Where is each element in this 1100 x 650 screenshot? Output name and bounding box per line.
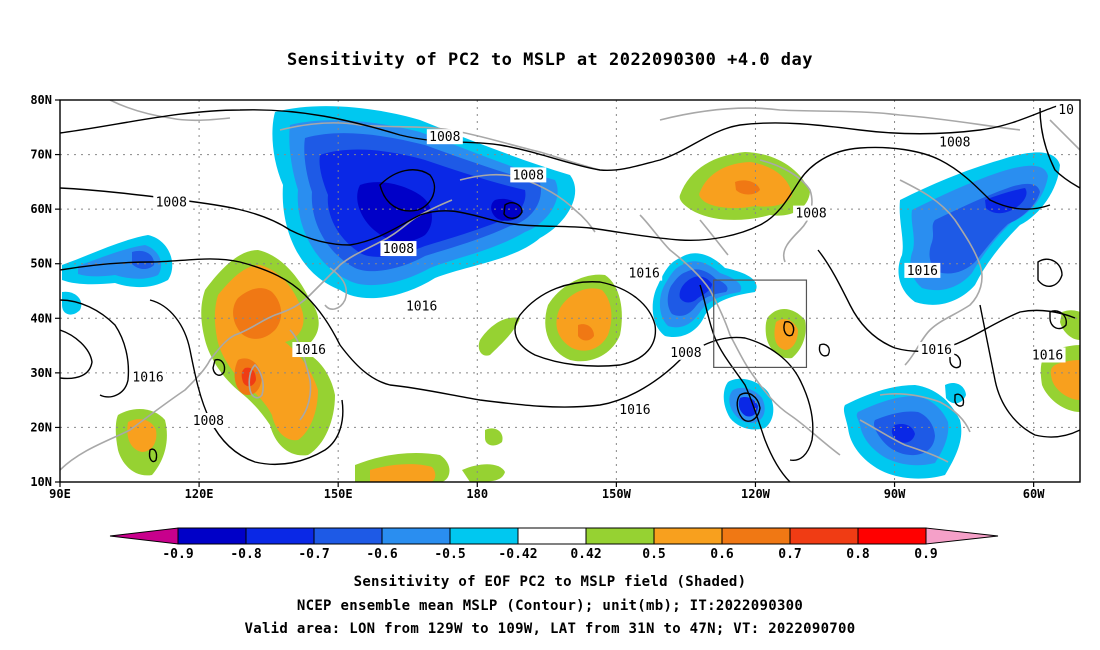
colorbar-segment [245,527,315,545]
contour-label: 1016 [1032,348,1063,363]
colorbar-left-arrow [109,527,179,545]
colorbar-segment [789,527,859,545]
contour-label: 1008 [383,242,414,257]
contour-label: 1008 [193,414,224,429]
colorbar-segment [721,527,791,545]
colorbar-label: -0.6 [366,547,397,562]
colorbar-segment [449,527,519,545]
caption-line-3: Valid area: LON from 129W to 109W, LAT f… [244,621,856,637]
figure-title: Sensitivity of PC2 to MSLP at 2022090300… [286,50,813,70]
colorbar-label: 0.5 [642,547,665,562]
contour-label: 1008 [156,196,187,211]
lon-tick-label: 90W [884,487,906,501]
lat-tick-label: 40N [30,311,52,325]
lon-tick-label: 180 [466,487,488,501]
lon-tick-label: 90E [49,487,71,501]
contour-label-bg [510,167,547,183]
lon-tick-label: 150E [324,487,353,501]
contour-label: 1008 [513,168,544,183]
map-frame [59,99,1081,483]
lat-tick-label: 60N [30,202,52,216]
lat-tick-label: 20N [30,420,52,434]
lat-tick-label: 30N [30,366,52,380]
shaded-field-asia-negative [62,235,173,315]
colorbar-label: 0.9 [914,547,937,562]
contour-label: 10 [1058,103,1074,118]
contour-label-bg [918,342,955,358]
shaded-field-west-coast-negative [652,253,757,338]
colorbar-segment [381,527,451,545]
contour-label: 1008 [670,346,701,361]
contour-label-bg [403,298,440,314]
contour-label: 1016 [629,267,660,282]
lat-tick-label: 80N [30,93,52,107]
contour-label: 1008 [939,136,970,151]
map-area: 1008 1008 1008 1008 1008 1008 1008 1008 1016 1016… [60,100,1080,482]
contour-label-bg [904,262,941,278]
lat-tick-label: 10N [30,475,52,489]
lat-tick-label: 70N [30,148,52,162]
colorbar-segment [857,527,927,545]
colorbar-label: -0.5 [434,547,465,562]
contour-label-bg [380,241,417,257]
longitude-labels: 90E 120E 150E 180 150W 120W 90W 60W [49,487,1045,501]
contour-label-bg [793,205,830,221]
caption-line-1: Sensitivity of EOF PC2 to MSLP field (Sh… [353,574,747,590]
lon-tick-label: 60W [1023,487,1045,501]
colorbar-segment [313,527,383,545]
caption-line-2: NCEP ensemble mean MSLP (Contour); unit(… [296,598,804,614]
contour-label: 1016 [406,299,437,314]
colorbar-segment [585,527,655,545]
shaded-field-central-pacific-positive [355,274,622,482]
contour-label-bg [426,129,463,145]
contour-label: 1008 [429,130,460,145]
contour-label: 1016 [619,403,650,418]
colorbar: -0.9 -0.8 -0.7 -0.6 -0.5 -0.42 0.42 0.5 0.6 0.7 0.… [109,527,999,562]
lat-tick-label: 50N [30,257,52,271]
colorbar-label: -0.8 [230,547,261,562]
contour-label-bg [292,342,329,358]
shaded-field-canada-positive [679,152,810,359]
colorbar-label: -0.9 [162,547,193,562]
contour-labels: 1008 1008 1008 1008 1008 1008 1008 1008 1016 1016… [130,101,1077,429]
contour-label-bg [1056,101,1077,117]
contour-label-bg [936,134,973,150]
mslp-contours [60,102,1080,482]
map-gridlines [60,100,1080,482]
contour-label-bg [190,412,227,428]
lon-tick-label: 120E [185,487,214,501]
colorbar-label: -0.7 [298,547,329,562]
contour-label-bg [667,344,704,360]
colorbar-segment [517,527,587,545]
colorbar-segment [653,527,723,545]
contour-label-bg [626,265,663,281]
contour-label-bg [153,194,190,210]
contour-label-bg [130,369,167,385]
latitude-labels: 10N 20N 30N 40N 50N 60N 70N 80N [30,93,52,489]
colorbar-label: 0.8 [846,547,870,562]
colorbar-label: 0.7 [778,547,801,562]
contour-label: 1016 [921,343,952,358]
lon-tick-label: 150W [602,487,632,501]
contour-label-bg [616,402,653,418]
colorbar-label: 0.6 [710,547,734,562]
colorbar-right-arrow [925,527,999,545]
contour-label-bg [1029,347,1066,363]
colorbar-label: 0.42 [570,547,601,562]
contour-label: 1016 [132,370,163,385]
contour-label: 1016 [907,264,938,279]
lon-tick-label: 120W [741,487,771,501]
contour-label: 1008 [795,207,826,222]
colorbar-segment [177,527,247,545]
contour-label: 1016 [295,343,326,358]
colorbar-label: -0.42 [498,547,537,562]
axis-ticks [55,99,1035,487]
valid-area-box [713,279,808,369]
